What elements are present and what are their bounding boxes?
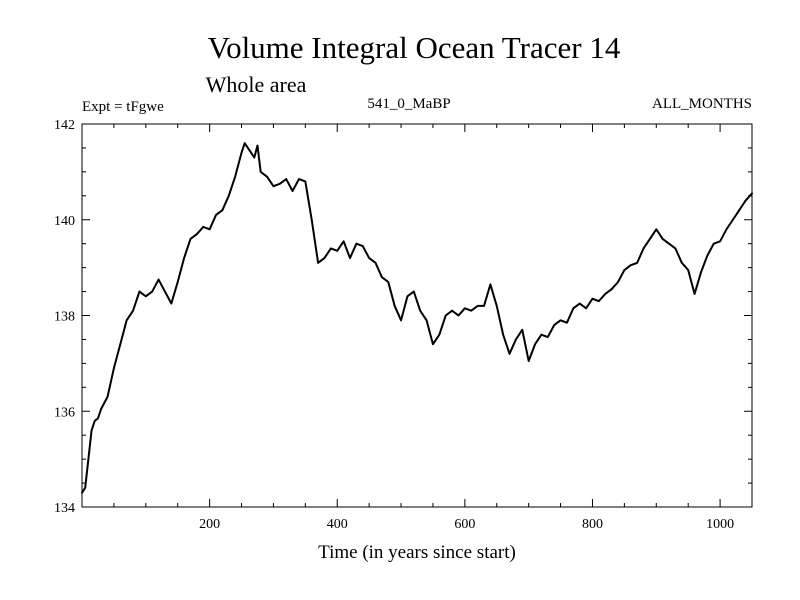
- x-tick-label: 400: [327, 517, 348, 532]
- period-label: 541_0_MaBP: [367, 96, 450, 112]
- chart-title: Volume Integral Ocean Tracer 14: [208, 30, 621, 65]
- y-tick-label: 140: [54, 214, 75, 229]
- chart-subtitle: Whole area: [206, 72, 307, 97]
- y-tick-label: 142: [54, 118, 75, 133]
- x-tick-label: 1000: [706, 517, 734, 532]
- x-tick-label: 200: [199, 517, 220, 532]
- plot-frame: [81, 123, 753, 508]
- series-layer: [81, 142, 753, 494]
- x-axis-label: Time (in years since start): [318, 542, 516, 563]
- axis-ticks: 200 400 600 800 1000 134 136 138 140 142: [54, 118, 752, 532]
- x-tick-label: 600: [454, 517, 475, 532]
- experiment-label: Expt = tFgwe: [82, 99, 164, 115]
- months-label: ALL_MONTHS: [652, 96, 752, 112]
- y-tick-label: 134: [54, 501, 75, 516]
- x-tick-label: 800: [582, 517, 603, 532]
- y-tick-label: 138: [54, 310, 75, 325]
- series-line: [81, 142, 753, 494]
- y-tick-label: 136: [54, 405, 75, 420]
